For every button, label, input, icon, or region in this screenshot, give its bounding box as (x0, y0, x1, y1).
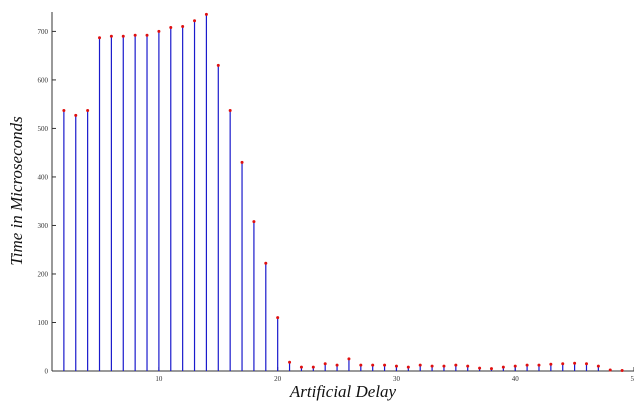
stem-point (181, 25, 185, 29)
stem-point (347, 357, 351, 361)
x-tick-label: 50 (631, 375, 634, 383)
stem-point (442, 364, 446, 368)
stem-point (86, 108, 90, 112)
stem-point (501, 365, 505, 369)
stem-point (430, 364, 434, 368)
x-axis-label: Artificial Delay (289, 382, 397, 401)
stem-point (311, 365, 315, 369)
stem-point (608, 368, 612, 372)
y-tick-label: 400 (38, 173, 49, 181)
stem-point (394, 364, 398, 368)
stem-point (169, 26, 173, 30)
y-axis-label: Time in Microseconds (7, 116, 26, 266)
stem-point (62, 108, 66, 112)
stem-point (525, 363, 529, 367)
stem-point (573, 361, 577, 365)
x-tick-label: 40 (512, 375, 520, 383)
stem-point (584, 362, 588, 366)
x-tick-label: 30 (393, 375, 401, 383)
stem-point (204, 12, 208, 16)
stem-point (299, 365, 303, 369)
y-tick-label: 0 (45, 368, 49, 376)
stem-point (121, 34, 125, 38)
stem-point (228, 108, 232, 112)
stem-point (466, 364, 470, 368)
stem-point (359, 363, 363, 367)
stem-point (264, 261, 268, 265)
stem-point (561, 362, 565, 366)
y-tick-label: 100 (38, 319, 49, 327)
stem-point (335, 363, 339, 367)
stem-point (240, 160, 244, 164)
y-tick-label: 600 (38, 76, 49, 84)
stem-point (478, 366, 482, 370)
stem-point (549, 362, 553, 366)
stem-point (454, 363, 458, 367)
y-tick-label: 700 (38, 28, 49, 36)
stem-point (596, 364, 600, 368)
stem-point (109, 34, 113, 38)
stem-point (193, 19, 197, 23)
stem-point (74, 113, 78, 117)
stem-point (288, 360, 292, 364)
stem-point (371, 363, 375, 367)
y-tick-label: 500 (38, 125, 49, 133)
stem-point (489, 367, 493, 371)
y-tick-label: 300 (38, 222, 49, 230)
stem-point (383, 363, 387, 367)
y-tick-label: 200 (38, 270, 49, 278)
stem-point (323, 362, 327, 366)
stem-point (406, 365, 410, 369)
stem-point (276, 316, 280, 320)
stem-point (216, 63, 220, 67)
stem-point (145, 33, 149, 37)
stem-point (513, 364, 517, 368)
stem-point (537, 363, 541, 367)
stem-point (252, 220, 256, 224)
stem-point (157, 29, 161, 33)
x-tick-label: 10 (155, 375, 163, 383)
stem-point (418, 363, 422, 367)
stem-point (133, 33, 137, 37)
x-tick-label: 20 (274, 375, 282, 383)
stem-point (620, 369, 624, 373)
stem-point (98, 36, 102, 40)
